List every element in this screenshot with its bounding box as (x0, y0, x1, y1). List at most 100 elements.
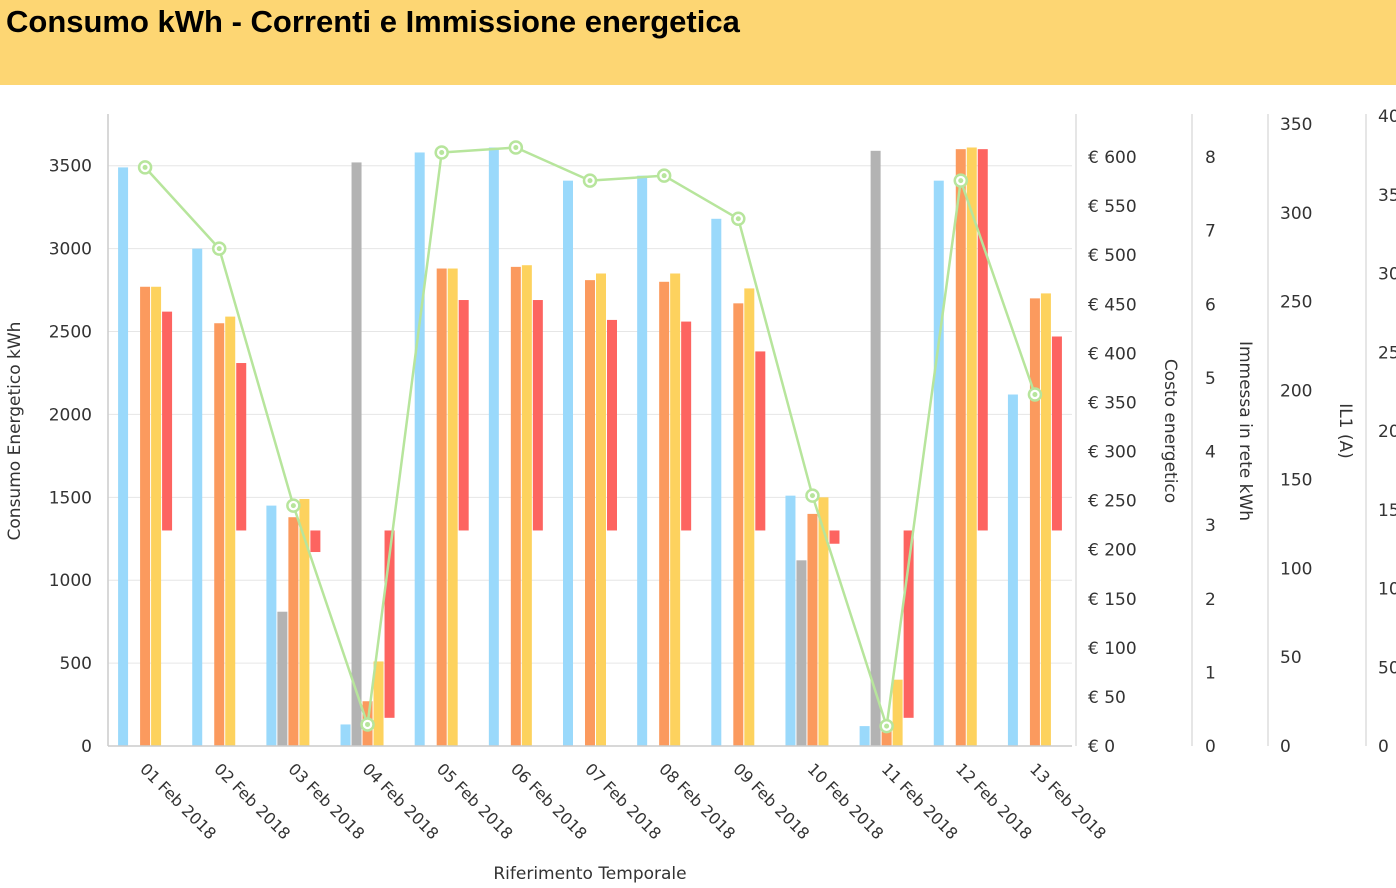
right-axis-tick-label: 400 (1378, 107, 1396, 127)
line-point-inner (513, 145, 519, 150)
bar (488, 147, 499, 746)
bar (192, 248, 203, 746)
bar (966, 147, 977, 746)
page-header: Consumo kWh - Correnti e Immissione ener… (0, 0, 1396, 85)
bar (299, 498, 310, 746)
bar (711, 218, 722, 746)
right-axis-tick-label: € 150 (1088, 590, 1137, 610)
bar (892, 679, 903, 746)
bar (351, 162, 362, 747)
bar (266, 505, 277, 746)
right-axis-tick-label: 350 (1378, 186, 1396, 206)
bar (607, 319, 617, 531)
bar (373, 661, 384, 746)
line-point-inner (142, 164, 148, 170)
right-axis-tick-label: 100 (1280, 559, 1312, 579)
right-axis-tick-label: € 200 (1088, 541, 1137, 561)
bar (670, 273, 681, 746)
y-tick-label: 1000 (49, 571, 92, 591)
bar (829, 530, 840, 544)
bar (214, 323, 225, 746)
bar (933, 180, 944, 746)
page-title: Consumo kWh - Correnti e Immissione ener… (6, 4, 740, 39)
x-tick-label: 05 Feb 2018 (433, 759, 517, 843)
bar (1029, 298, 1040, 746)
x-tick-label: 10 Feb 2018 (804, 759, 888, 843)
x-tick-label: 01 Feb 2018 (136, 759, 220, 843)
line-point-inner (809, 493, 815, 499)
bar (236, 363, 247, 531)
right-axis-tick-label: € 550 (1088, 197, 1137, 217)
bar (596, 273, 606, 746)
x-tick-label: 11 Feb 2018 (878, 759, 962, 843)
line-point-inner (290, 503, 296, 509)
right-axis-tick-label: 0 (1280, 737, 1291, 757)
right-axis-tick-label: 4 (1205, 443, 1216, 463)
bar (151, 286, 162, 746)
x-tick-label: 02 Feb 2018 (210, 759, 294, 843)
line-point-inner (958, 178, 964, 184)
x-tick-label: 04 Feb 2018 (359, 759, 443, 843)
y-axis-title: Consumo Energetico kWh (5, 322, 25, 541)
x-axis-title: Riferimento Temporale (493, 864, 686, 884)
bar (796, 560, 807, 746)
y-tick-label: 3000 (49, 240, 92, 260)
bar (955, 149, 966, 746)
line-point-inner (884, 723, 890, 729)
right-axis-title: Immessa in rete kWh (1235, 341, 1255, 521)
bar (744, 288, 755, 746)
bar (755, 351, 766, 531)
bar (225, 316, 236, 746)
bar (1040, 293, 1051, 746)
bar (785, 495, 796, 746)
bar (977, 149, 988, 531)
x-tick-label: 03 Feb 2018 (285, 759, 369, 843)
right-axis-tick-label: 6 (1205, 295, 1216, 315)
line-point-inner (587, 178, 593, 184)
right-axis-tick-label: € 100 (1088, 639, 1137, 659)
bar (532, 300, 543, 531)
bar (585, 280, 595, 746)
right-axis-tick-label: 200 (1378, 422, 1396, 442)
bar (733, 303, 744, 746)
right-axis-tick-label: 150 (1280, 470, 1312, 490)
y-tick-label: 1500 (49, 488, 92, 508)
right-axis-tick-label: € 300 (1088, 443, 1137, 463)
bar (881, 726, 892, 746)
y-tick-label: 2000 (49, 405, 92, 425)
right-axis-tick-label: 8 (1205, 148, 1216, 168)
bar (659, 281, 670, 746)
bar (447, 268, 458, 746)
bar (870, 150, 881, 746)
line-point-inner (661, 173, 667, 179)
right-axis-tick-label: € 500 (1088, 246, 1137, 266)
y-tick-label: 2500 (49, 323, 92, 343)
y-tick-label: 3500 (49, 157, 92, 177)
bar (521, 265, 532, 746)
line-point-inner (735, 216, 741, 222)
bar (1051, 336, 1062, 531)
x-tick-label: 08 Feb 2018 (655, 759, 739, 843)
bar (903, 530, 914, 718)
line-point-inner (365, 721, 371, 727)
right-axis-tick-label: € 600 (1088, 148, 1137, 168)
right-axis-tick-label: € 0 (1088, 737, 1115, 757)
right-axis-tick-label: 300 (1378, 265, 1396, 285)
bar (340, 724, 351, 746)
bar (510, 266, 521, 746)
x-tick-label: 12 Feb 2018 (952, 759, 1036, 843)
right-axis-tick-label: 0 (1378, 737, 1389, 757)
bar (310, 530, 321, 553)
line-point-inner (439, 149, 445, 155)
right-axis-tick-label: € 50 (1088, 688, 1126, 708)
bar (563, 180, 573, 746)
x-tick-label: 09 Feb 2018 (729, 759, 813, 843)
bar (436, 268, 447, 746)
right-axis-tick-label: 2 (1205, 590, 1216, 610)
bar (414, 152, 425, 746)
bar (384, 530, 395, 718)
y-tick-label: 500 (60, 654, 92, 674)
bar (140, 286, 151, 746)
right-axis-tick-label: 3 (1205, 516, 1216, 536)
